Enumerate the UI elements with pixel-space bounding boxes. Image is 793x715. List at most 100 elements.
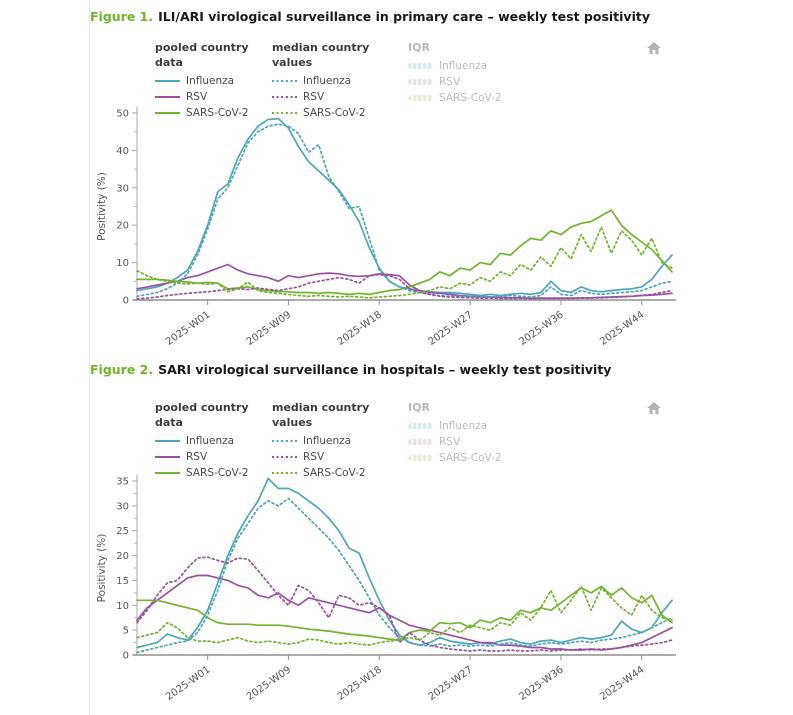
band-line-swatch bbox=[408, 95, 433, 101]
dotted-line-swatch bbox=[272, 456, 297, 458]
series-influenza-median bbox=[136, 497, 673, 654]
legend-item-rsv-dotted[interactable]: RSV bbox=[272, 89, 408, 105]
y-tick-label: 10 bbox=[116, 601, 129, 612]
legend-item-influenza-solid[interactable]: Influenza bbox=[155, 73, 272, 89]
figure1-reset-home-button[interactable] bbox=[646, 40, 662, 54]
y-tick-label: 5 bbox=[123, 626, 129, 637]
series-sars-cov-2-median bbox=[136, 226, 673, 299]
solid-line-swatch bbox=[155, 472, 180, 474]
legend-item-label: Influenza bbox=[303, 75, 352, 87]
figure1-legend: pooled country data Influenza RSV SARS-CoV-… bbox=[155, 40, 528, 121]
y-tick-label: 0 bbox=[123, 296, 129, 307]
legend-group-title: IQR bbox=[408, 401, 430, 414]
page-left-border bbox=[89, 0, 90, 715]
legend-group-pooled-country-data: pooled country data Influenza RSV SARS-CoV-… bbox=[155, 40, 272, 121]
legend-item-label: SARS-CoV-2 bbox=[303, 467, 366, 479]
figure2-reset-home-button[interactable] bbox=[646, 400, 662, 414]
y-axis-title: Positivity (%) bbox=[96, 172, 108, 241]
figure1-caption: Figure 1. ILI/ARI virological surveillanc… bbox=[90, 9, 650, 24]
y-tick-label: 0 bbox=[123, 651, 129, 662]
legend-item-label: SARS-CoV-2 bbox=[303, 107, 366, 119]
legend-item-label: Influenza bbox=[303, 435, 352, 447]
solid-line-swatch bbox=[155, 80, 180, 82]
legend-item-label: RSV bbox=[303, 451, 325, 463]
legend-item-rsv-solid[interactable]: RSV bbox=[155, 449, 272, 465]
legend-item-label: RSV bbox=[303, 91, 325, 103]
legend-item-influenza-band[interactable]: Influenza bbox=[408, 418, 528, 434]
home-icon bbox=[647, 42, 661, 54]
solid-line-swatch bbox=[155, 456, 180, 458]
series-sars-cov-2-pooled bbox=[136, 585, 673, 641]
y-tick-label: 40 bbox=[116, 146, 129, 157]
series-rsv-median bbox=[136, 273, 673, 300]
legend-item-rsv-solid[interactable]: RSV bbox=[155, 89, 272, 105]
legend-item-rsv-dotted[interactable]: RSV bbox=[272, 449, 408, 465]
legend-item-rsv-band[interactable]: RSV bbox=[408, 434, 528, 450]
series-influenza-pooled bbox=[136, 477, 673, 649]
legend-item-influenza-dotted[interactable]: Influenza bbox=[272, 433, 408, 449]
x-tick-label: 2025-W27 bbox=[427, 309, 475, 347]
series-rsv-pooled bbox=[136, 263, 673, 299]
figure2-caption: Figure 2. SARI virological surveillance i… bbox=[90, 362, 611, 377]
legend-item-sars-cov-2-solid[interactable]: SARS-CoV-2 bbox=[155, 105, 272, 121]
y-tick-label: 30 bbox=[116, 501, 129, 512]
legend-item-sars-cov-2-band[interactable]: SARS-CoV-2 bbox=[408, 450, 528, 466]
legend-item-influenza-solid[interactable]: Influenza bbox=[155, 433, 272, 449]
y-tick-label: 20 bbox=[116, 551, 129, 562]
legend-item-sars-cov-2-band[interactable]: SARS-CoV-2 bbox=[408, 90, 528, 106]
legend-item-label: Influenza bbox=[186, 75, 235, 87]
legend-group-title: median country values bbox=[272, 41, 370, 69]
legend-item-label: RSV bbox=[186, 451, 208, 463]
legend-group-title: IQR bbox=[408, 41, 430, 54]
legend-item-sars-cov-2-dotted[interactable]: SARS-CoV-2 bbox=[272, 105, 408, 121]
dotted-line-swatch bbox=[272, 80, 297, 82]
dotted-line-swatch bbox=[272, 96, 297, 98]
legend-group-median-country-values: median country values Influenza RSV SARS-Co… bbox=[272, 40, 408, 121]
solid-line-swatch bbox=[155, 96, 180, 98]
solid-line-swatch bbox=[155, 440, 180, 442]
figure2-caption-text: SARI virological surveillance in hospita… bbox=[158, 362, 612, 377]
y-tick-label: 25 bbox=[116, 526, 129, 537]
legend-group-title: median country values bbox=[272, 401, 370, 429]
figure2-chart-canvas[interactable]: 0 5 10 15 20 25 30 35 2025-W01 2025-W09 2025-W18 20… bbox=[95, 393, 691, 715]
legend-item-label: Influenza bbox=[439, 60, 488, 72]
x-tick-label: 2025-W18 bbox=[336, 664, 384, 702]
series-sars-cov-2-pooled bbox=[136, 209, 673, 296]
legend-item-label: SARS-CoV-2 bbox=[439, 452, 502, 464]
legend-item-label: SARS-CoV-2 bbox=[186, 107, 249, 119]
dotted-line-swatch bbox=[272, 440, 297, 442]
figure2-caption-prefix: Figure 2. bbox=[90, 362, 154, 377]
x-tick-label: 2025-W01 bbox=[164, 664, 212, 702]
legend-group-title: pooled country data bbox=[155, 41, 249, 69]
legend-group-title: pooled country data bbox=[155, 401, 249, 429]
figure1-chart-canvas[interactable]: 0 10 20 30 40 50 2025-W01 2025-W09 2025-W18 2025-… bbox=[95, 33, 691, 355]
x-tick-label: 2025-W18 bbox=[336, 309, 384, 347]
legend-item-sars-cov-2-solid[interactable]: SARS-CoV-2 bbox=[155, 465, 272, 481]
x-tick-label: 2025-W09 bbox=[245, 309, 293, 347]
legend-group-pooled-country-data: pooled country data Influenza RSV SARS-CoV-… bbox=[155, 400, 272, 481]
legend-group-median-country-values: median country values Influenza RSV SARS-Co… bbox=[272, 400, 408, 481]
x-tick-label: 2025-W27 bbox=[427, 664, 475, 702]
x-tick-label: 2025-W36 bbox=[517, 309, 565, 347]
band-line-swatch bbox=[408, 439, 433, 445]
legend-item-label: SARS-CoV-2 bbox=[186, 467, 249, 479]
band-line-swatch bbox=[408, 423, 433, 429]
legend-item-sars-cov-2-dotted[interactable]: SARS-CoV-2 bbox=[272, 465, 408, 481]
figure2-legend: pooled country data Influenza RSV SARS-CoV-… bbox=[155, 400, 528, 481]
legend-item-label: SARS-CoV-2 bbox=[439, 92, 502, 104]
legend-group-IQR: IQR Influenza RSV SARS-CoV-2 bbox=[408, 40, 528, 106]
band-line-swatch bbox=[408, 63, 433, 69]
legend-item-rsv-band[interactable]: RSV bbox=[408, 74, 528, 90]
figure1-caption-prefix: Figure 1. bbox=[90, 9, 154, 24]
legend-item-influenza-band[interactable]: Influenza bbox=[408, 58, 528, 74]
legend-item-label: Influenza bbox=[186, 435, 235, 447]
legend-item-influenza-dotted[interactable]: Influenza bbox=[272, 73, 408, 89]
x-tick-label: 2025-W44 bbox=[598, 664, 646, 702]
band-line-swatch bbox=[408, 79, 433, 85]
series-influenza-median bbox=[136, 123, 673, 298]
y-tick-label: 15 bbox=[116, 576, 129, 587]
series-rsv-pooled bbox=[136, 574, 673, 651]
x-tick-label: 2025-W01 bbox=[164, 309, 212, 347]
band-line-swatch bbox=[408, 455, 433, 461]
